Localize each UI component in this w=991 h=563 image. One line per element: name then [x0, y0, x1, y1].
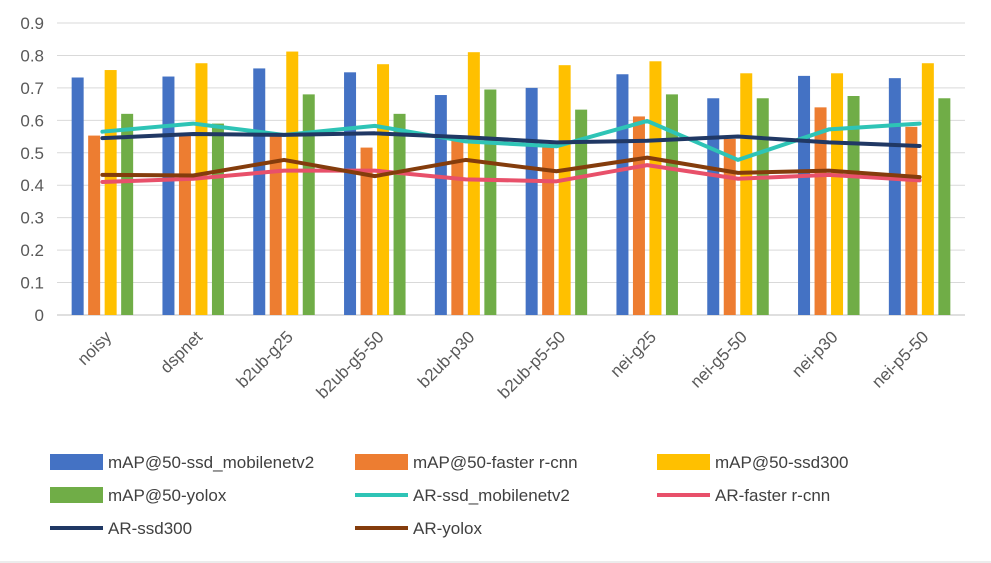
legend-swatch-bar [355, 454, 408, 470]
bar-map-50-yolox [847, 96, 860, 315]
bar-map-50-ssd-mobilenetv2 [434, 95, 447, 315]
bar-map-50-ssd300 [921, 63, 934, 315]
legend-item: AR-yolox [355, 519, 482, 538]
bar-map-50-ssd-mobilenetv2 [162, 76, 175, 316]
bar-map-50-faster-r-cnn [542, 146, 555, 315]
y-tick-label: 0.2 [20, 241, 44, 260]
gridlines [57, 22, 965, 316]
x-category-label: nei-g5-50 [687, 327, 751, 391]
bar-map-50-ssd300 [377, 64, 390, 316]
bar-map-50-yolox [938, 98, 951, 315]
y-axis-ticks: 0 0.1 0.2 0.3 0.4 0.5 0.6 0.7 0.8 0.9 [20, 14, 44, 325]
legend-label: AR-ssd300 [108, 519, 192, 538]
legend-item: mAP@50-faster r-cnn [355, 453, 578, 472]
x-category-label: nei-g25 [606, 327, 660, 381]
bar-map-50-ssd-mobilenetv2 [616, 74, 629, 315]
bar-map-50-yolox [393, 113, 406, 315]
bar-map-50-ssd300 [104, 70, 117, 316]
bar-map-50-ssd-mobilenetv2 [253, 68, 266, 315]
legend-item: mAP@50-yolox [50, 486, 227, 505]
y-tick-label: 0.6 [20, 111, 44, 130]
bar-map-50-ssd300 [286, 51, 299, 315]
legend-label: mAP@50-faster r-cnn [413, 453, 578, 472]
legend-item: mAP@50-ssd_mobilenetv2 [50, 453, 314, 472]
legend-label: AR-yolox [413, 519, 482, 538]
y-tick-label: 0.8 [20, 46, 44, 65]
x-category-label: b2ub-g5-50 [313, 327, 388, 402]
bar-map-50-ssd300 [558, 65, 571, 315]
x-axis-category-labels: noisy dspnet b2ub-g25 b2ub-g5-50 b2ub-p30 b2u… [74, 327, 933, 402]
bar-map-50-yolox [756, 98, 769, 315]
x-category-label: nei-p5-50 [868, 327, 932, 391]
line-marks [100, 118, 922, 184]
y-tick-label: 0 [35, 306, 44, 325]
x-category-label: b2ub-p5-50 [494, 327, 569, 402]
line-ar-ssd-mobilenetv2 [100, 118, 922, 162]
legend-label: AR-ssd_mobilenetv2 [413, 486, 570, 505]
bar-map-50-ssd300 [467, 52, 480, 315]
y-tick-label: 0.4 [20, 176, 44, 195]
legend-item: mAP@50-ssd300 [657, 453, 849, 472]
y-tick-label: 0.1 [20, 274, 44, 293]
bar-map-50-yolox [121, 113, 134, 315]
bar-marks [71, 51, 951, 316]
legend-swatch-bar [50, 454, 103, 470]
bar-map-50-faster-r-cnn [178, 135, 191, 315]
y-tick-label: 0.3 [20, 209, 44, 228]
x-category-label: nei-p30 [788, 327, 842, 381]
y-tick-label: 0.9 [20, 14, 44, 33]
legend-label: AR-faster r-cnn [715, 486, 830, 505]
legend-label: mAP@50-yolox [108, 486, 227, 505]
bar-map-50-ssd300 [649, 61, 662, 316]
bar-map-50-faster-r-cnn [451, 139, 464, 315]
bar-map-50-faster-r-cnn [88, 135, 101, 315]
bar-map-50-ssd-mobilenetv2 [707, 98, 720, 315]
bar-map-50-ssd300 [195, 63, 208, 315]
legend-item: AR-faster r-cnn [657, 486, 830, 505]
bar-map-50-faster-r-cnn [814, 107, 827, 315]
bar-map-50-ssd-mobilenetv2 [888, 78, 901, 316]
bar-map-50-yolox [575, 109, 588, 315]
bar-map-50-yolox [211, 123, 224, 315]
x-category-label: b2ub-g25 [233, 327, 297, 391]
bar-map-50-faster-r-cnn [632, 116, 645, 315]
bar-map-50-faster-r-cnn [905, 126, 918, 315]
legend-item: AR-ssd_mobilenetv2 [355, 486, 570, 505]
legend-swatch-bar [50, 487, 103, 503]
bar-map-50-ssd-mobilenetv2 [798, 75, 811, 315]
bar-map-50-faster-r-cnn [360, 147, 373, 315]
legend: mAP@50-ssd_mobilenetv2 mAP@50-faster r-cn… [50, 453, 849, 538]
x-category-label: dspnet [156, 327, 206, 377]
y-tick-label: 0.7 [20, 79, 44, 98]
x-category-label: b2ub-p30 [414, 327, 478, 391]
y-tick-label: 0.5 [20, 144, 44, 163]
bar-map-50-ssd-mobilenetv2 [525, 87, 538, 315]
bar-map-50-faster-r-cnn [723, 138, 736, 315]
legend-swatch-bar [657, 454, 710, 470]
bar-map-50-ssd-mobilenetv2 [344, 72, 357, 315]
bar-map-50-yolox [665, 94, 678, 315]
bar-map-50-ssd300 [740, 73, 753, 316]
bar-map-50-yolox [484, 89, 497, 315]
x-category-label: noisy [74, 327, 116, 369]
legend-label: mAP@50-ssd_mobilenetv2 [108, 453, 314, 472]
bar-map-50-yolox [302, 94, 315, 315]
bar-map-50-faster-r-cnn [269, 133, 282, 315]
legend-label: mAP@50-ssd300 [715, 453, 849, 472]
line-ar-ssd300 [100, 131, 922, 148]
line-ar-faster-r-cnn [100, 163, 922, 184]
bar-map-50-ssd300 [831, 73, 844, 316]
bar-map-50-ssd-mobilenetv2 [71, 77, 84, 315]
legend-item: AR-ssd300 [50, 519, 192, 538]
line-ar-yolox [100, 155, 922, 180]
